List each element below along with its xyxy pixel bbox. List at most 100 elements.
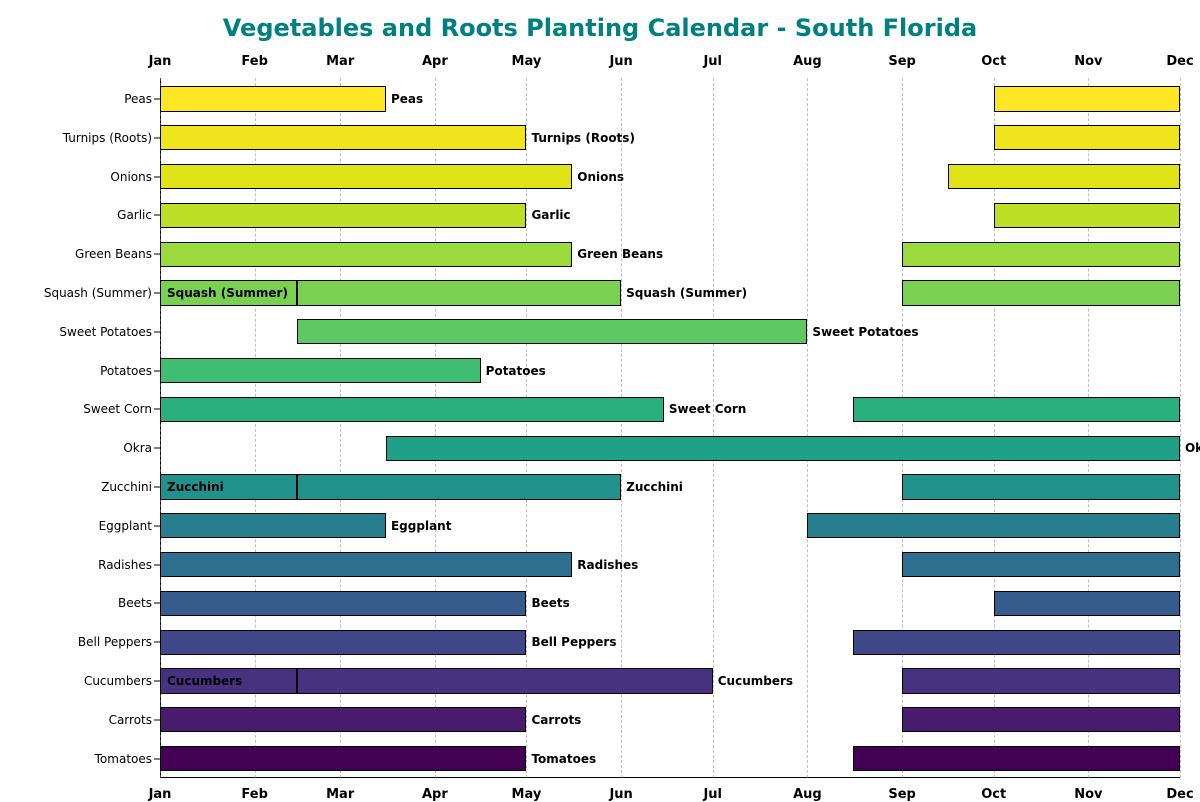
planting-bar: Peas <box>160 86 386 111</box>
planting-bar: Cucumbers <box>160 668 297 693</box>
planting-bar: Turnips (Roots) <box>160 125 526 150</box>
vegetable-row: Garlic <box>160 203 1180 228</box>
planting-bar: Beets <box>160 591 526 616</box>
vegetable-row: Okra <box>160 436 1180 461</box>
vegetable-label: Zucchini <box>101 480 152 494</box>
planting-bar <box>807 513 1180 538</box>
bar-label: Zucchini <box>167 480 224 494</box>
bar-label: Zucchini <box>626 480 683 494</box>
vegetable-row: Onions <box>160 164 1180 189</box>
planting-bar <box>902 280 1180 305</box>
vegetable-label: Squash (Summer) <box>44 286 152 300</box>
planting-bar: Potatoes <box>160 358 481 383</box>
planting-bar: Tomatoes <box>160 746 526 771</box>
vegetable-label: Cucumbers <box>84 674 152 688</box>
chart-title: Vegetables and Roots Planting Calendar -… <box>0 14 1200 42</box>
vegetable-row: Turnips (Roots) <box>160 125 1180 150</box>
month-label: Dec <box>1166 54 1193 69</box>
planting-bar: Okra <box>386 436 1180 461</box>
planting-bar: Sweet Corn <box>160 397 664 422</box>
planting-bar <box>853 630 1180 655</box>
planting-bar: Squash (Summer) <box>297 280 621 305</box>
month-label: Mar <box>326 54 354 69</box>
vegetable-label: Turnips (Roots) <box>63 131 152 145</box>
gridline <box>1180 78 1181 778</box>
planting-bar <box>902 668 1180 693</box>
bar-label: Tomatoes <box>531 752 596 766</box>
vegetable-label: Sweet Potatoes <box>59 325 152 339</box>
bar-label: Turnips (Roots) <box>531 131 634 145</box>
vegetable-label: Okra <box>123 441 152 455</box>
bar-label: Peas <box>391 92 423 106</box>
vegetable-label: Eggplant <box>99 519 152 533</box>
vegetable-label: Garlic <box>117 208 152 222</box>
vegetable-row: Cucumbers Cucumbers <box>160 668 1180 693</box>
bar-label: Carrots <box>531 713 581 727</box>
bar-label: Cucumbers <box>167 674 242 688</box>
planting-bar <box>853 746 1180 771</box>
planting-bar <box>948 164 1180 189</box>
bar-label: Beets <box>531 596 569 610</box>
bar-label: Sweet Potatoes <box>812 325 918 339</box>
bar-label: Onions <box>577 170 624 184</box>
vegetable-row: Peas <box>160 86 1180 111</box>
bar-label: Eggplant <box>391 519 451 533</box>
planting-bar <box>902 242 1180 267</box>
planting-bar: Cucumbers <box>297 668 712 693</box>
vegetable-label: Tomatoes <box>95 752 152 766</box>
vegetable-label: Carrots <box>109 713 152 727</box>
vegetable-row: Zucchini Zucchini <box>160 474 1180 499</box>
planting-bar: Sweet Potatoes <box>297 319 807 344</box>
month-label: Feb <box>241 54 267 69</box>
planting-bar: Squash (Summer) <box>160 280 297 305</box>
vegetable-label: Sweet Corn <box>83 402 152 416</box>
vegetable-row: Sweet Corn <box>160 397 1180 422</box>
planting-bar: Radishes <box>160 552 572 577</box>
vegetable-label: Peas <box>124 92 152 106</box>
bar-label: Radishes <box>577 558 638 572</box>
planting-bar: Carrots <box>160 707 526 732</box>
planting-bar <box>994 86 1180 111</box>
vegetable-label: Radishes <box>98 558 152 572</box>
axis-bottom <box>160 777 1180 778</box>
bar-label: Green Beans <box>577 247 663 261</box>
bar-label: Squash (Summer) <box>626 286 747 300</box>
vegetable-label: Green Beans <box>75 247 152 261</box>
month-label: Nov <box>1074 54 1102 69</box>
vegetable-row: Beets <box>160 591 1180 616</box>
plot-area: JanJanFebFebMarMarAprAprMayMayJunJunJulJ… <box>160 78 1180 778</box>
vegetable-row: Bell Peppers <box>160 630 1180 655</box>
planting-bar: Bell Peppers <box>160 630 526 655</box>
vegetable-row: Green Beans <box>160 242 1180 267</box>
vegetable-label: Beets <box>118 596 152 610</box>
planting-calendar-chart: Vegetables and Roots Planting Calendar -… <box>0 0 1200 800</box>
month-label: Jan <box>149 54 172 69</box>
planting-bar: Eggplant <box>160 513 386 538</box>
vegetable-row: Eggplant <box>160 513 1180 538</box>
planting-bar <box>994 203 1180 228</box>
bar-label: Sweet Corn <box>669 402 746 416</box>
month-label: May <box>512 54 542 69</box>
planting-bar: Onions <box>160 164 572 189</box>
vegetable-row: Radishes <box>160 552 1180 577</box>
month-label: Jul <box>703 54 722 69</box>
planting-bar: Garlic <box>160 203 526 228</box>
month-label: Jun <box>609 54 632 69</box>
planting-bar: Zucchini <box>160 474 297 499</box>
bar-label: Okra <box>1185 441 1200 455</box>
planting-bar <box>902 552 1180 577</box>
bar-label: Cucumbers <box>718 674 793 688</box>
vegetable-row: Squash (Summer) Squash (Summer) <box>160 280 1180 305</box>
planting-bar <box>853 397 1180 422</box>
planting-bar <box>994 125 1180 150</box>
bar-label: Bell Peppers <box>531 635 616 649</box>
bar-label: Potatoes <box>486 364 546 378</box>
bar-label: Squash (Summer) <box>167 286 288 300</box>
planting-bar: Green Beans <box>160 242 572 267</box>
month-label: Oct <box>981 54 1006 69</box>
month-label: Apr <box>422 54 448 69</box>
vegetable-row: Sweet Potatoes <box>160 319 1180 344</box>
vegetable-label: Bell Peppers <box>78 635 152 649</box>
planting-bar <box>902 474 1180 499</box>
vegetable-label: Potatoes <box>100 364 152 378</box>
